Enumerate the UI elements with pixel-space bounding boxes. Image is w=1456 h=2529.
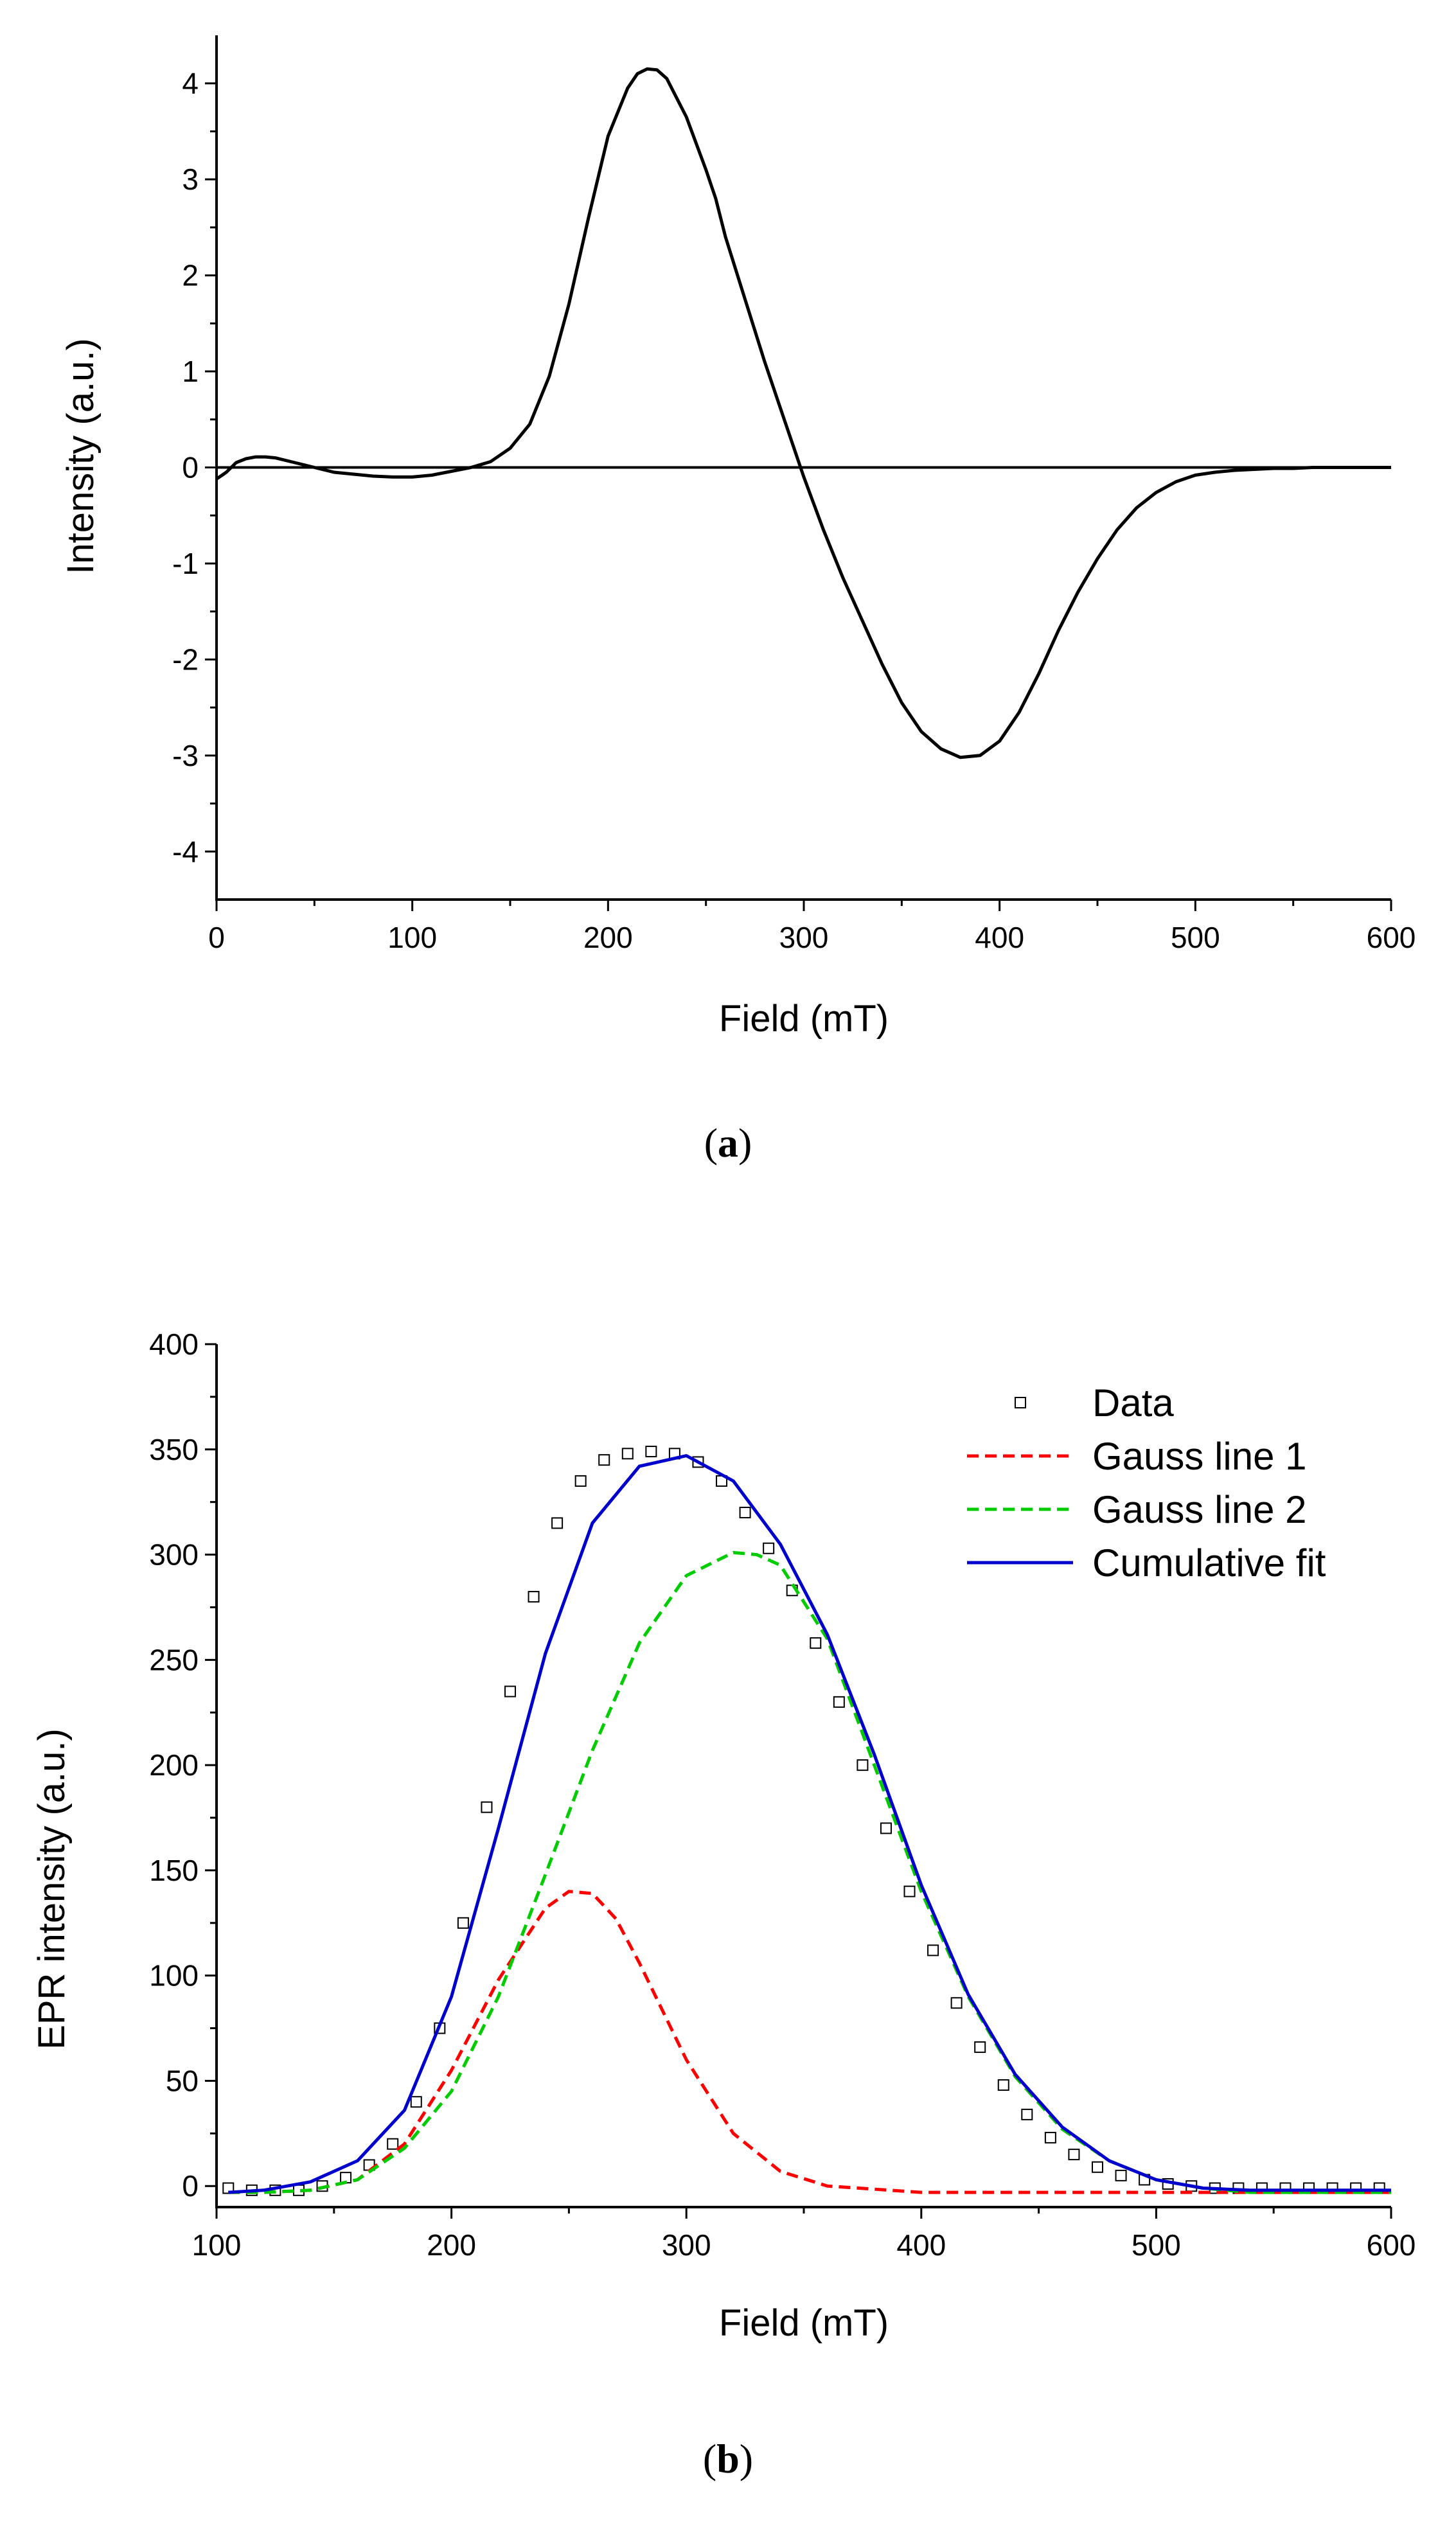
legend-b: Data Gauss line 1 Gauss line 2 Cumulative f… <box>967 1381 1326 1584</box>
x-tick-label: 300 <box>662 2228 711 2262</box>
data-point <box>621 1448 634 1460</box>
y-axis-title-b: EPR intensity (a.u.) <box>31 1728 73 2050</box>
data-point <box>504 1685 516 1698</box>
y-tick-label: 100 <box>149 1959 199 1992</box>
data-point <box>410 2096 422 2108</box>
series-line-epr-derivative-spectrum <box>215 67 1391 759</box>
x-tick-label: 0 <box>208 921 225 954</box>
y-tick-label: 400 <box>149 1327 199 1361</box>
x-tick-label: 400 <box>975 921 1024 954</box>
legend-label: Gauss line 1 <box>1092 1435 1307 1478</box>
legend-marker <box>1015 1397 1026 1408</box>
series-line-gauss-line-1 <box>228 1890 1391 2194</box>
data-point <box>481 1801 493 1813</box>
data-point <box>927 1944 939 1957</box>
data-point <box>1044 2131 1056 2143</box>
data-point <box>1021 2108 1033 2120</box>
data-point <box>222 2182 235 2194</box>
data-point <box>528 1591 540 1603</box>
y-tick-label: 1 <box>182 355 199 388</box>
x-tick-label: 500 <box>1132 2228 1181 2262</box>
legend-label: Data <box>1092 1381 1174 1424</box>
x-tick-label: 100 <box>192 2228 242 2262</box>
data-point <box>645 1446 657 1458</box>
y-tick-label: 50 <box>166 2064 199 2097</box>
y-tick-label: -4 <box>172 835 199 868</box>
y-tick-label: 0 <box>182 451 199 484</box>
x-axis-title-a: Field (mT) <box>719 998 889 1040</box>
y-tick-label: 250 <box>149 1643 199 1676</box>
plot-a-series <box>215 67 1391 759</box>
y-tick-label: 2 <box>182 259 199 292</box>
chart-a: 0 100 200 300 400 500 600 -4 -3 -2 -1 0 1 2 3 4 Field (… <box>60 35 1416 1166</box>
x-tick-label: 600 <box>1367 921 1416 954</box>
legend-entry: Gauss line 1 <box>967 1435 1307 1478</box>
x-tick-label: 200 <box>583 921 633 954</box>
data-point <box>551 1517 564 1529</box>
data-point <box>903 1885 916 1897</box>
y-tick-label: 4 <box>182 67 199 100</box>
y-tick-label: -2 <box>172 643 199 676</box>
data-point <box>1068 2149 1080 2161</box>
data-point <box>574 1475 587 1487</box>
y-tick-label: 300 <box>149 1538 199 1572</box>
data-point <box>857 1759 869 1771</box>
x-tick-label: 100 <box>387 921 437 954</box>
y-tick-label: -1 <box>172 547 199 580</box>
data-point <box>598 1454 610 1466</box>
legend-entry: Cumulative fit <box>967 1541 1326 1584</box>
data-point <box>692 1456 704 1468</box>
legend-entry: Data <box>1015 1381 1174 1424</box>
data-point <box>997 2079 1009 2091</box>
x-tick-label: 600 <box>1367 2228 1416 2262</box>
x-tick-label: 200 <box>427 2228 476 2262</box>
data-point <box>763 1542 775 1554</box>
data-point <box>833 1696 845 1708</box>
data-point <box>1115 2169 1127 2181</box>
legend-label: Gauss line 2 <box>1092 1488 1307 1531</box>
plot-b-series <box>222 1446 1391 2196</box>
series-line-cumulative-fit <box>228 1454 1391 2194</box>
data-point <box>810 1637 822 1649</box>
chart-b: 100 200 300 400 500 600 0 50 100 150 200 250 300 350 4… <box>31 1327 1416 2481</box>
panel-label-a: (a) <box>704 1120 752 1166</box>
legend-entry: Gauss line 2 <box>967 1488 1307 1531</box>
y-axis-title-a: Intensity (a.u.) <box>60 338 102 574</box>
panel-label-b: (b) <box>703 2436 753 2481</box>
x-tick-label: 400 <box>896 2228 946 2262</box>
data-point <box>974 2041 986 2054</box>
series-line-gauss-line-2 <box>228 1550 1391 2194</box>
data-point <box>880 1822 892 1834</box>
data-point <box>387 2138 399 2150</box>
y-tick-label: 150 <box>149 1854 199 1887</box>
y-tick-label: 0 <box>182 2169 199 2203</box>
data-point <box>1092 2161 1103 2173</box>
x-axis-title-b: Field (mT) <box>719 2302 889 2344</box>
legend-label: Cumulative fit <box>1092 1541 1326 1584</box>
x-tick-label: 300 <box>779 921 829 954</box>
x-tick-label: 500 <box>1171 921 1220 954</box>
data-point <box>950 1997 963 2009</box>
y-tick-label: 3 <box>182 163 199 196</box>
y-tick-label: -3 <box>172 739 199 772</box>
plot-a-ticks: 0 100 200 300 400 500 600 -4 -3 -2 -1 0 1 2 3 4 <box>172 67 1416 954</box>
y-tick-label: 350 <box>149 1433 199 1466</box>
data-point <box>457 1917 469 1929</box>
data-point <box>739 1507 751 1519</box>
y-tick-label: 200 <box>149 1748 199 1782</box>
plot-b-ticks: 100 200 300 400 500 600 0 50 100 150 200 250 300 350 4… <box>149 1327 1416 2262</box>
